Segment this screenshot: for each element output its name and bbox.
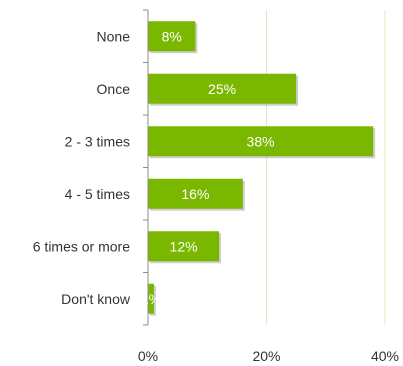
x-tick-label-0: 0% — [138, 348, 158, 364]
bar-3 — [148, 178, 243, 209]
value-label-4: 12% — [170, 238, 198, 254]
category-label-2: 2 - 3 times — [65, 133, 130, 149]
bar-5 — [148, 283, 154, 314]
bars — [148, 21, 376, 316]
bar-2 — [148, 126, 374, 157]
value-label-2: 38% — [247, 133, 275, 149]
category-label-3: 4 - 5 times — [65, 186, 130, 202]
bar-0 — [148, 21, 196, 52]
category-label-1: Once — [97, 81, 131, 97]
value-label-5: 1% — [141, 291, 161, 307]
value-label-0: 8% — [162, 28, 182, 44]
labels: 8% None 25% Once 38% 2 - 3 times 16% 4 - 5 time… — [33, 28, 399, 364]
category-label-0: None — [97, 28, 131, 44]
x-tick-label-1: 20% — [252, 348, 280, 364]
value-label-3: 16% — [181, 186, 209, 202]
x-tick-label-2: 40% — [371, 348, 399, 364]
category-label-5: Don't know — [61, 291, 131, 307]
axes — [143, 9, 149, 326]
bar-1 — [148, 73, 297, 104]
value-label-1: 25% — [208, 81, 236, 97]
category-label-4: 6 times or more — [33, 238, 130, 254]
gridlines — [266, 10, 386, 325]
bar-4 — [148, 231, 220, 262]
